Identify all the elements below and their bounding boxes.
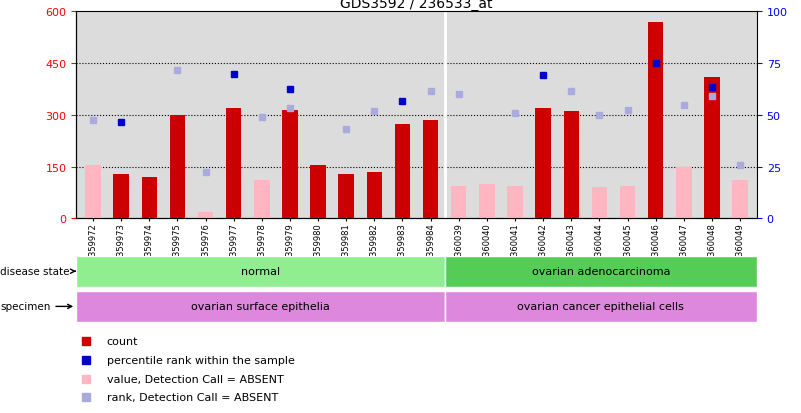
Bar — [564, 112, 579, 219]
Bar — [620, 186, 635, 219]
Bar — [704, 78, 719, 219]
Text: ovarian cancer epithelial cells: ovarian cancer epithelial cells — [517, 301, 684, 312]
Bar — [76, 291, 445, 322]
Text: normal: normal — [241, 266, 280, 277]
Bar — [445, 291, 757, 322]
Bar — [479, 185, 494, 219]
Bar — [282, 111, 298, 219]
Bar — [170, 116, 185, 219]
Text: disease state: disease state — [0, 266, 75, 277]
Bar — [395, 124, 410, 219]
Bar — [76, 256, 445, 287]
Bar — [226, 109, 241, 219]
Bar — [732, 181, 748, 219]
Text: count: count — [107, 337, 139, 347]
Bar — [367, 173, 382, 219]
Text: ovarian surface epithelia: ovarian surface epithelia — [191, 301, 330, 312]
Bar — [198, 212, 213, 219]
Text: rank, Detection Call = ABSENT: rank, Detection Call = ABSENT — [107, 392, 278, 402]
Bar — [507, 186, 523, 219]
Bar — [339, 174, 354, 219]
Text: ovarian adenocarcinoma: ovarian adenocarcinoma — [532, 266, 670, 277]
Bar — [648, 23, 663, 219]
Bar — [423, 121, 438, 219]
Title: GDS3592 / 236533_at: GDS3592 / 236533_at — [340, 0, 493, 12]
Bar — [254, 181, 269, 219]
Bar — [142, 178, 157, 219]
Bar — [451, 186, 466, 219]
Bar — [592, 188, 607, 219]
Bar — [310, 166, 326, 219]
Bar — [85, 166, 101, 219]
Bar — [114, 174, 129, 219]
Text: specimen: specimen — [0, 301, 72, 312]
Bar — [445, 256, 757, 287]
Bar — [676, 167, 691, 219]
Text: value, Detection Call = ABSENT: value, Detection Call = ABSENT — [107, 374, 284, 384]
Text: percentile rank within the sample: percentile rank within the sample — [107, 355, 295, 365]
Bar — [535, 109, 551, 219]
